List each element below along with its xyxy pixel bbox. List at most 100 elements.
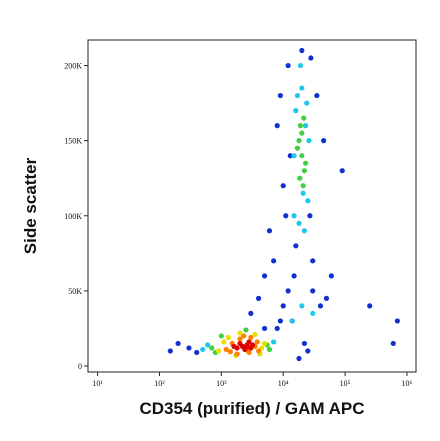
y-tick-label: 50K bbox=[68, 287, 82, 296]
point bbox=[227, 349, 233, 355]
point bbox=[243, 344, 249, 350]
x-tick-label: 10⁵ bbox=[340, 379, 351, 388]
point bbox=[314, 92, 320, 99]
point bbox=[280, 183, 286, 189]
point bbox=[291, 273, 297, 279]
point bbox=[367, 303, 373, 309]
point bbox=[394, 318, 400, 324]
point bbox=[285, 62, 291, 69]
point bbox=[308, 55, 314, 61]
point bbox=[249, 342, 256, 348]
point bbox=[255, 348, 262, 354]
point bbox=[271, 258, 277, 264]
point bbox=[339, 168, 345, 174]
point bbox=[291, 213, 297, 219]
point bbox=[299, 303, 305, 309]
point bbox=[237, 336, 243, 342]
point bbox=[305, 348, 311, 354]
x-tick-label: 10¹ bbox=[92, 379, 103, 388]
point bbox=[321, 138, 327, 144]
point bbox=[280, 303, 286, 309]
point bbox=[255, 295, 262, 301]
point bbox=[305, 198, 311, 204]
point bbox=[297, 62, 304, 69]
point bbox=[231, 343, 237, 350]
point bbox=[205, 342, 211, 348]
point bbox=[310, 310, 316, 317]
point bbox=[301, 340, 307, 347]
point bbox=[300, 183, 306, 189]
y-axis-title: Side scatter bbox=[21, 157, 40, 254]
point bbox=[225, 334, 231, 341]
point bbox=[301, 168, 307, 174]
y-tick-label: 200K bbox=[64, 62, 82, 71]
point bbox=[310, 288, 316, 294]
point bbox=[261, 325, 268, 332]
point bbox=[293, 108, 299, 114]
point bbox=[299, 153, 305, 159]
point bbox=[323, 295, 330, 301]
x-tick-label: 10² bbox=[154, 379, 165, 388]
plot-frame bbox=[87, 39, 417, 373]
point bbox=[175, 340, 181, 347]
point bbox=[167, 348, 173, 354]
point bbox=[297, 123, 304, 129]
point bbox=[296, 220, 302, 226]
x-tick-label: 10⁴ bbox=[278, 379, 289, 388]
point bbox=[266, 228, 273, 234]
point bbox=[291, 153, 297, 159]
point bbox=[215, 348, 222, 354]
point bbox=[277, 92, 283, 99]
point bbox=[299, 47, 305, 54]
point bbox=[218, 333, 224, 339]
point bbox=[252, 331, 258, 338]
point bbox=[299, 85, 305, 91]
point bbox=[261, 273, 268, 279]
point bbox=[390, 340, 396, 347]
point bbox=[266, 346, 273, 353]
y-tick-label: 150K bbox=[64, 137, 82, 146]
point bbox=[297, 175, 303, 181]
point bbox=[304, 100, 310, 106]
point bbox=[317, 303, 324, 309]
point bbox=[283, 213, 289, 219]
point bbox=[294, 92, 301, 99]
point bbox=[223, 346, 229, 353]
point bbox=[237, 330, 243, 336]
point bbox=[294, 145, 301, 151]
point bbox=[328, 273, 334, 279]
point bbox=[293, 243, 299, 249]
point bbox=[221, 339, 227, 345]
point bbox=[194, 349, 200, 356]
point bbox=[277, 318, 283, 324]
point bbox=[248, 334, 254, 341]
point bbox=[237, 340, 243, 347]
point bbox=[209, 345, 215, 351]
x-tick-label: 10³ bbox=[216, 379, 227, 388]
point bbox=[274, 123, 280, 129]
point bbox=[306, 138, 312, 144]
point bbox=[307, 213, 313, 219]
point bbox=[200, 346, 206, 353]
point bbox=[302, 160, 309, 166]
point bbox=[299, 130, 305, 136]
point bbox=[285, 288, 291, 294]
x-axis-title: CD354 (purified) / GAM APC bbox=[139, 399, 364, 418]
x-tick-label: 10⁶ bbox=[402, 379, 413, 388]
point bbox=[254, 339, 260, 345]
point bbox=[261, 340, 268, 347]
y-tick-label: 0 bbox=[78, 362, 82, 371]
point bbox=[248, 310, 254, 317]
point bbox=[300, 190, 306, 196]
point bbox=[274, 325, 280, 332]
point bbox=[271, 339, 277, 345]
y-tick-label: 100K bbox=[64, 212, 82, 221]
point bbox=[287, 153, 293, 159]
point bbox=[296, 138, 302, 144]
point bbox=[289, 318, 295, 324]
point bbox=[246, 339, 252, 345]
point bbox=[310, 258, 316, 264]
point bbox=[301, 228, 307, 234]
point bbox=[301, 115, 307, 121]
point bbox=[243, 327, 249, 333]
